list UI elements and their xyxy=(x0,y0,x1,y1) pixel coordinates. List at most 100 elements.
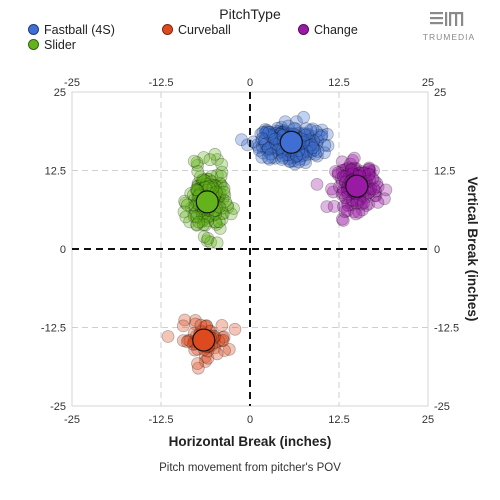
slider-pitch-point xyxy=(196,173,210,187)
curveball-pitch-point xyxy=(218,344,231,357)
fastball-pitch-point xyxy=(257,134,271,148)
fastball-pitch-point xyxy=(261,151,275,165)
fastball-pitch-point xyxy=(262,125,276,139)
change-pitch-point xyxy=(359,199,373,212)
change-pitch-point xyxy=(329,165,342,178)
change-pitch-point xyxy=(354,197,368,211)
change-pitch-point xyxy=(344,162,358,176)
slider-pitch-point xyxy=(183,215,197,229)
change-pitch-point xyxy=(363,165,377,179)
change-pitch-point xyxy=(325,182,338,196)
change-pitch-point xyxy=(367,164,380,178)
change-pitch-point xyxy=(335,212,349,226)
slider-pitch-point xyxy=(198,174,212,188)
change-average-marker xyxy=(345,174,369,198)
change-pitch-point xyxy=(341,196,354,210)
fastball-pitch-point xyxy=(270,124,284,138)
change-pitch-point xyxy=(366,172,380,185)
change-pitch-point xyxy=(337,200,350,214)
change-pitch-point xyxy=(352,205,366,219)
slider-pitch-point xyxy=(201,214,214,228)
x-tick-label-bottom: -25 xyxy=(64,414,80,426)
fastball-pitch-point xyxy=(302,134,316,148)
slider-pitch-point xyxy=(187,154,201,168)
fastball-pitch-point xyxy=(263,152,276,166)
fastball-pitch-point xyxy=(307,134,320,148)
x-axis-title: Horizontal Break (inches) xyxy=(169,434,332,449)
fastball-pitch-point xyxy=(259,126,272,140)
fastball-pitch-point xyxy=(258,132,272,146)
legend-item-curveball[interactable]: Curveball xyxy=(162,23,231,37)
curveball-pitch-point xyxy=(228,322,242,336)
slider-pitch-point xyxy=(195,178,209,192)
change-pitch-point xyxy=(334,172,348,185)
slider-pitch-point xyxy=(215,165,229,179)
slider-pitch-point xyxy=(215,206,229,220)
fastball-pitch-point xyxy=(310,149,324,163)
fastball-pitch-point xyxy=(275,153,289,166)
fastball-pitch-point xyxy=(309,137,323,151)
fastball-pitch-point xyxy=(252,143,266,157)
slider-pitch-point xyxy=(201,231,215,245)
legend-item-slider[interactable]: Slider xyxy=(28,38,76,52)
y-tick-label-left: -25 xyxy=(50,401,66,413)
change-pitch-point xyxy=(326,185,340,199)
legend-label-fastball: Fastball (4S) xyxy=(44,23,115,37)
slider-pitch-point xyxy=(199,174,213,188)
change-pitch-point xyxy=(357,196,370,210)
legend-item-change[interactable]: Change xyxy=(298,23,358,37)
fastball-pitch-point xyxy=(254,127,268,141)
slider-pitch-point xyxy=(193,170,207,184)
x-tick-label-bottom: 0 xyxy=(247,414,253,426)
curveball-pitch-point xyxy=(191,361,205,375)
slider-pitch-point xyxy=(208,178,222,192)
slider-pitch-point xyxy=(178,194,192,208)
fastball-pitch-point xyxy=(292,155,306,169)
curveball-pitch-point xyxy=(176,334,190,348)
fastball-pitch-point xyxy=(315,123,329,137)
fastball-pitch-point xyxy=(317,146,331,160)
fastball-pitch-point xyxy=(306,140,320,154)
change-pitch-point xyxy=(338,205,352,219)
fastball-pitch-point xyxy=(255,134,268,148)
change-pitch-point xyxy=(347,205,361,219)
slider-pitch-point xyxy=(214,169,228,183)
change-pitch-point xyxy=(362,167,376,181)
chart-caption: Pitch movement from pitcher's POV xyxy=(159,462,341,474)
y-axis-title: Vertical Break (inches) xyxy=(465,177,480,322)
legend-item-fastball[interactable]: Fastball (4S) xyxy=(28,23,115,37)
curveball-pitch-point xyxy=(210,347,224,361)
fastball-pitch-point xyxy=(299,122,313,136)
curveball-pitch-point xyxy=(191,357,204,370)
fastball-pitch-point xyxy=(283,154,297,168)
x-tick-label-top: -25 xyxy=(64,77,80,89)
slider-pitch-point xyxy=(187,207,201,221)
fastball-pitch-point xyxy=(302,132,316,146)
fastball-pitch-point xyxy=(263,142,277,156)
curveball-pitch-point xyxy=(216,331,230,344)
slider-pitch-point xyxy=(217,182,231,195)
change-pitch-point xyxy=(362,163,376,177)
fastball-pitch-point xyxy=(267,127,281,141)
slider-pitch-point xyxy=(192,210,206,224)
slider-pitch-point xyxy=(227,202,240,215)
fastball-pitch-point xyxy=(256,146,270,160)
slider-pitch-point xyxy=(208,215,222,229)
slider-pitch-point xyxy=(197,218,210,232)
fastball-pitch-point xyxy=(309,124,323,138)
slider-pitch-point xyxy=(197,151,211,164)
change-pitch-point xyxy=(337,169,351,183)
slider-pitch-point xyxy=(208,179,222,193)
fastball-pitch-point xyxy=(300,142,314,156)
fastball-pitch-point xyxy=(302,139,316,153)
legend-label-change: Change xyxy=(314,23,358,37)
curveball-pitch-point xyxy=(216,333,230,347)
slider-pitch-point xyxy=(217,185,231,199)
slider-pitch-point xyxy=(218,189,232,203)
fastball-pitch-point xyxy=(315,128,329,142)
fastball-pitch-point xyxy=(306,141,320,155)
y-tick-label-right: 0 xyxy=(434,244,440,256)
change-pitch-point xyxy=(320,200,334,214)
fastball-pitch-point xyxy=(302,128,316,142)
average-layer xyxy=(192,130,369,352)
